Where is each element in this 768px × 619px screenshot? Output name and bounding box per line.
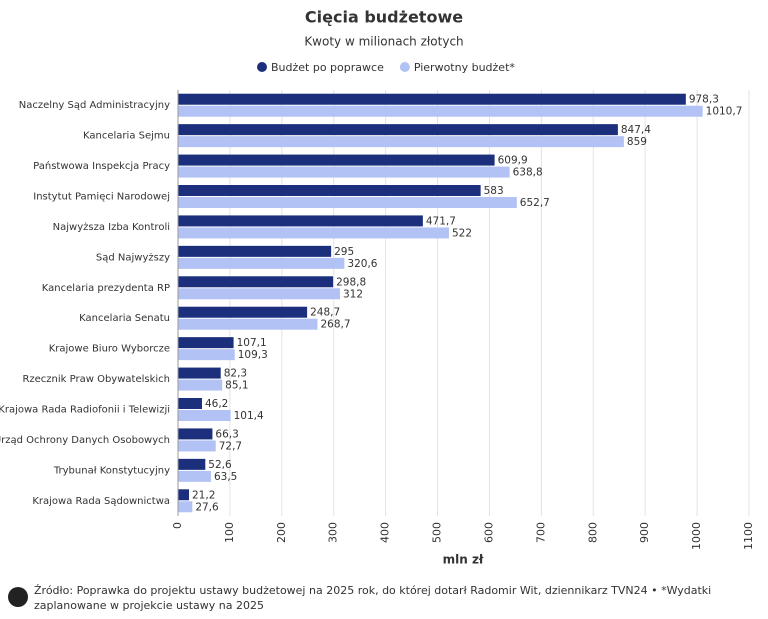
bar — [178, 93, 686, 105]
chart-title: Cięcia budżetowe — [305, 8, 463, 27]
legend-label: Budżet po poprawce — [271, 61, 384, 74]
value-label: 978,3 — [689, 94, 719, 106]
value-label: 82,3 — [224, 368, 247, 380]
bar — [178, 257, 345, 269]
x-tick-label: 400 — [379, 522, 392, 543]
bar — [178, 136, 624, 148]
x-tick-label: 1000 — [690, 522, 703, 550]
logo — [8, 587, 28, 607]
bar — [178, 489, 190, 501]
y-tick-label: Krajowe Biuro Wyborcze — [49, 344, 170, 355]
x-tick-label: 900 — [638, 522, 651, 543]
x-tick-label: 1100 — [742, 522, 755, 550]
bar — [178, 318, 318, 330]
x-tick-label: 300 — [327, 522, 340, 543]
bar — [178, 166, 510, 178]
bar — [178, 288, 340, 300]
legend-swatch — [257, 62, 267, 72]
value-label: 27,6 — [195, 501, 219, 513]
value-label: 72,7 — [219, 440, 242, 452]
value-label: 471,7 — [426, 215, 456, 227]
value-label: 652,7 — [520, 197, 550, 209]
bar — [178, 349, 235, 361]
bar — [178, 306, 308, 318]
bar — [178, 458, 206, 470]
y-tick-label: Instytut Pamięci Narodowej — [33, 192, 170, 203]
x-tick-label: 100 — [223, 522, 236, 543]
value-label: 268,7 — [320, 319, 350, 331]
value-label: 522 — [452, 227, 472, 239]
value-label: 107,1 — [237, 337, 267, 349]
bar — [178, 410, 231, 421]
bar — [178, 245, 332, 257]
y-tick-label: Kancelaria Sejmu — [83, 131, 170, 142]
value-label: 320,6 — [347, 258, 377, 270]
bar — [178, 398, 202, 409]
footer: Źródło: Poprawka do projektu ustawy budż… — [34, 584, 712, 612]
value-label: 109,3 — [238, 349, 268, 361]
bar — [178, 276, 334, 288]
chart-subtitle: Kwoty w milionach złotych — [304, 35, 463, 49]
bar — [178, 379, 223, 391]
bar — [178, 337, 234, 349]
legend-label: Pierwotny budżet* — [414, 61, 516, 74]
x-tick-label: 200 — [275, 522, 288, 543]
x-tick-label: 800 — [586, 522, 599, 543]
value-label: 295 — [334, 246, 354, 258]
value-label: 46,2 — [205, 398, 228, 410]
bar — [178, 185, 481, 196]
value-label: 609,9 — [498, 155, 528, 167]
bar — [178, 124, 618, 136]
y-tick-label: Krajowa Rada Sądownictwa — [32, 496, 170, 507]
y-tick-label: Kancelaria Senatu — [79, 313, 170, 324]
y-tick-label: Urząd Ochrony Danych Osobowych — [0, 435, 170, 446]
bar — [178, 215, 423, 227]
value-label: 85,1 — [225, 380, 248, 392]
bar — [178, 154, 495, 166]
bar — [178, 440, 216, 452]
x-tick-label: 700 — [534, 522, 547, 543]
bar — [178, 428, 213, 440]
bar — [178, 227, 449, 239]
value-label: 298,8 — [336, 276, 366, 288]
y-tick-label: Krajowa Rada Radiofonii i Telewizji — [0, 405, 170, 416]
value-label: 1010,7 — [706, 106, 743, 118]
value-label: 847,4 — [621, 124, 651, 136]
y-tick-label: Kancelaria prezydenta RP — [42, 283, 170, 294]
bar — [178, 367, 221, 379]
value-label: 66,3 — [215, 428, 238, 440]
x-tick-label: 0 — [171, 522, 184, 529]
x-tick-label: 600 — [482, 522, 495, 543]
y-tick-label: Najwyższa Izba Kontroli — [53, 222, 170, 233]
x-axis-label: mln zł — [443, 553, 484, 567]
legend-swatch — [399, 62, 410, 72]
value-label: 101,4 — [234, 410, 264, 422]
value-label: 52,6 — [208, 459, 232, 471]
y-tick-label: Państwowa Inspekcja Pracy — [33, 160, 170, 172]
y-tick-label: Sąd Najwyższy — [96, 252, 170, 263]
x-tick-label: 500 — [431, 522, 444, 543]
value-label: 859 — [627, 136, 647, 148]
value-label: 63,5 — [214, 471, 237, 483]
bar — [178, 470, 211, 482]
bar — [178, 105, 703, 117]
bar — [178, 197, 517, 208]
value-label: 312 — [343, 288, 363, 300]
y-tick-label: Rzecznik Praw Obywatelskich — [22, 374, 170, 385]
value-label: 21,2 — [192, 489, 215, 501]
y-tick-label: Trybunał Konstytucyjny — [53, 465, 170, 476]
value-label: 583 — [484, 185, 504, 197]
value-label: 638,8 — [513, 167, 543, 179]
y-tick-label: Naczelny Sąd Administracyjny — [19, 100, 170, 111]
bar — [178, 501, 193, 513]
value-label: 248,7 — [310, 307, 340, 319]
